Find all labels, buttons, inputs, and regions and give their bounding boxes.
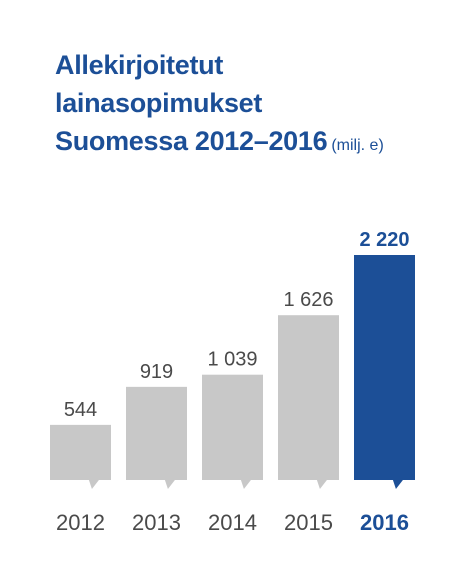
value-label-2012: 544 <box>64 399 97 421</box>
bar-group-2015: 1 626 2015 <box>278 289 339 535</box>
chart-title-line-2: lainasopimukset <box>55 88 263 118</box>
bar-group-2014: 1 039 2014 <box>202 349 263 535</box>
bar-2013 <box>126 386 187 480</box>
bar-tail-2016 <box>392 480 403 489</box>
chart-unit: (milj. e) <box>331 137 384 154</box>
chart-title: Allekirjoitetut lainasopimukset Suomessa… <box>55 46 384 165</box>
x-tick-label-2013: 2013 <box>132 510 181 535</box>
bar-2014 <box>202 374 263 480</box>
x-tick-label-2015: 2015 <box>284 510 333 535</box>
bar-2015 <box>278 315 339 480</box>
bar-group-2016: 2 220 2016 <box>354 229 415 535</box>
x-tick-label-2014: 2014 <box>208 510 257 535</box>
bar-group-2013: 919 2013 <box>126 361 187 535</box>
value-label-2016: 2 220 <box>359 229 409 251</box>
bar-tail-2014 <box>240 480 251 489</box>
bar-tail-2015 <box>316 480 327 489</box>
value-label-2014: 1 039 <box>207 349 257 371</box>
chart-title-line-3-text: Suomessa 2012–2016 <box>55 126 328 156</box>
x-tick-label-2012: 2012 <box>56 510 105 535</box>
bar-tail-2012 <box>88 480 99 489</box>
value-label-2013: 919 <box>140 361 173 383</box>
bar-tail-2013 <box>164 480 175 489</box>
chart-title-line-3: Suomessa 2012–2016 (milj. e) <box>55 122 384 165</box>
chart-title-line-1: Allekirjoitetut <box>55 50 224 80</box>
bar-2012 <box>50 424 111 480</box>
x-tick-label-2016: 2016 <box>360 510 409 535</box>
bar-2016 <box>354 255 415 480</box>
bar-group-2012: 544 2012 <box>50 399 111 535</box>
value-label-2015: 1 626 <box>283 289 333 311</box>
